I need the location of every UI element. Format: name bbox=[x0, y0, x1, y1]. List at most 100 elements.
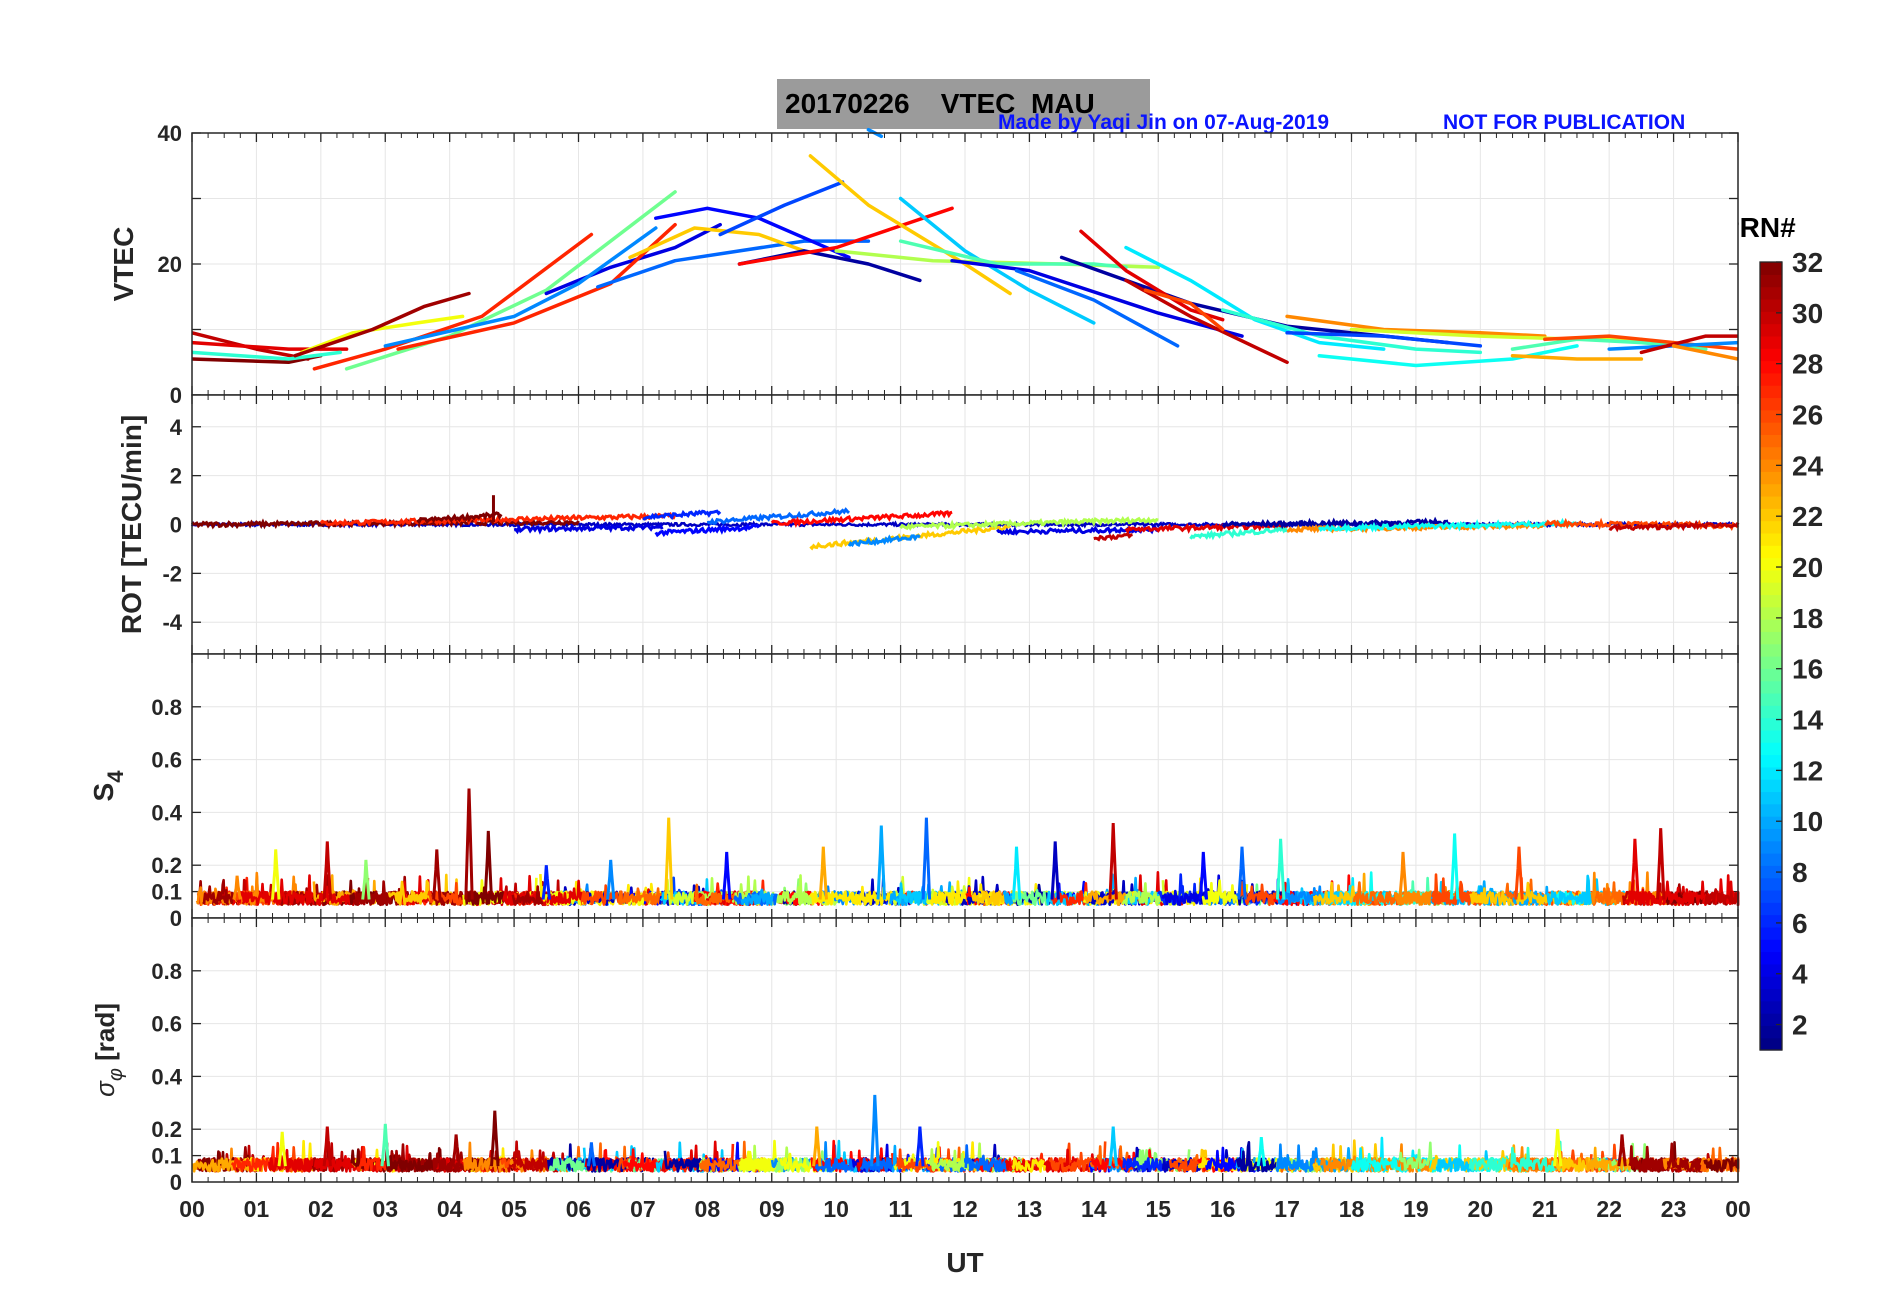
x-tick-label: 00 bbox=[179, 1196, 205, 1222]
s4-spike-prn-30 bbox=[1108, 822, 1118, 900]
s4-spike-prn-20 bbox=[271, 849, 281, 900]
x-tick-label: 18 bbox=[1339, 1196, 1365, 1222]
rot-series-prn-28 bbox=[770, 509, 953, 528]
s4-spike-prn-32 bbox=[483, 830, 493, 900]
title-box bbox=[777, 79, 1150, 129]
s4-spike-prn-31 bbox=[432, 849, 442, 900]
x-tick-label: 00 bbox=[1725, 1196, 1751, 1222]
colorbar-cell bbox=[1760, 397, 1782, 411]
colorbar-cell bbox=[1760, 471, 1782, 485]
s4-spike-prn-5 bbox=[721, 851, 732, 900]
sigma-spike-prn-31 bbox=[1617, 1134, 1627, 1167]
x-tick-label: 13 bbox=[1017, 1196, 1043, 1222]
colorbar-tick-label: 12 bbox=[1792, 755, 1823, 786]
vtec-series-prn-11 bbox=[898, 196, 1096, 325]
vtec-series-prn-14 bbox=[1220, 308, 1483, 355]
colorbar-cell bbox=[1760, 828, 1782, 842]
colorbar-cell bbox=[1760, 508, 1782, 522]
title-station: MAU bbox=[1030, 88, 1095, 119]
sigma-spike-prn-13 bbox=[1256, 1136, 1266, 1167]
s4-spike-prn-5 bbox=[1198, 851, 1209, 900]
colorbar-cell bbox=[1760, 656, 1782, 669]
sigma-trace-prn-29 bbox=[268, 1157, 313, 1173]
vtec-series-prn-22 bbox=[808, 154, 1012, 296]
s4-trace-prn-23 bbox=[1083, 890, 1129, 906]
x-tick-label: 05 bbox=[501, 1196, 527, 1222]
sigma-trace-prn-31 bbox=[1666, 1142, 1704, 1173]
vtec-series-prn-23 bbox=[1510, 353, 1644, 361]
rot-series-prn-4 bbox=[513, 522, 664, 535]
colorbar-cell bbox=[1760, 594, 1782, 608]
vtec-series-prn-8 bbox=[1014, 268, 1180, 348]
rot-series-prn-30 bbox=[1093, 531, 1133, 542]
s4-spike-prn-23 bbox=[818, 846, 828, 900]
sigma-label-sub: φ bbox=[105, 1068, 127, 1081]
colorbar-cell bbox=[1760, 1025, 1782, 1039]
vtec-series-prn-27 bbox=[396, 222, 677, 351]
panel-border bbox=[191, 917, 1739, 1183]
rot-series-prn-9 bbox=[847, 534, 921, 548]
s4-spike-prn-26 bbox=[1514, 846, 1524, 900]
sigma-trace-prn-32 bbox=[384, 1147, 444, 1173]
x-tick-label: 17 bbox=[1274, 1196, 1300, 1222]
title-kind: VTEC bbox=[940, 88, 1016, 119]
sigma-spike-prn-31 bbox=[451, 1134, 461, 1167]
colorbar-cell bbox=[1760, 914, 1782, 928]
colorbar-cell bbox=[1760, 372, 1782, 386]
vtec-series-prn-29 bbox=[192, 340, 349, 351]
colorbar-cell bbox=[1760, 643, 1782, 657]
sigma-spike-prn-11 bbox=[1108, 1126, 1118, 1167]
colorbar-cell bbox=[1760, 840, 1782, 854]
x-tick-label: 12 bbox=[952, 1196, 978, 1222]
colorbar-cell bbox=[1760, 298, 1782, 312]
sigma-spike-prn-30 bbox=[322, 1126, 332, 1167]
rot-y-tick-label: 2 bbox=[170, 464, 182, 489]
x-tick-label: 16 bbox=[1210, 1196, 1236, 1222]
s4-trace-prn-21 bbox=[850, 885, 901, 906]
credit-author: Made by Yaqi Jin on 07-Aug-2019 bbox=[998, 111, 1330, 134]
s4-trace-prn-10 bbox=[740, 888, 775, 906]
s4-spike-prn-13 bbox=[1449, 833, 1460, 900]
colorbar-cell bbox=[1760, 557, 1782, 571]
rot-series-prn-4 bbox=[996, 525, 1159, 536]
x-tick-label: 19 bbox=[1403, 1196, 1429, 1222]
sigma-trace-prn-23 bbox=[1584, 1146, 1637, 1173]
rot-y-tick-label: -2 bbox=[162, 561, 182, 586]
rot-series-prn-27 bbox=[319, 511, 677, 528]
colorbar-border bbox=[1759, 261, 1783, 1051]
colorbar-cell bbox=[1760, 668, 1782, 682]
s4-trace-prn-29 bbox=[1661, 880, 1710, 906]
colorbar-cell bbox=[1760, 963, 1782, 977]
vtec-series-prn-15 bbox=[898, 239, 1128, 270]
colorbar-cell bbox=[1760, 274, 1782, 288]
x-tick-label: 21 bbox=[1532, 1196, 1558, 1222]
colorbar-cell bbox=[1760, 286, 1782, 300]
x-tick-label: 04 bbox=[437, 1196, 463, 1222]
s4-spike-prn-8 bbox=[921, 817, 932, 900]
vtec-series-prn-14 bbox=[192, 350, 342, 361]
vtec-series-prn-24 bbox=[1285, 314, 1547, 338]
colorbar-cell bbox=[1760, 766, 1782, 780]
colorbar-cell bbox=[1760, 422, 1782, 435]
colorbar-cell bbox=[1760, 360, 1782, 374]
s4-spike-prn-9 bbox=[606, 859, 616, 900]
s4-spike-prn-30 bbox=[1656, 828, 1666, 900]
s4-spike-prn-8 bbox=[1237, 846, 1247, 900]
credit-notice: NOT FOR PUBLICATION bbox=[1443, 111, 1686, 134]
colorbar-cell bbox=[1760, 926, 1782, 940]
s4-y-tick-label: 0.4 bbox=[151, 800, 182, 825]
colorbar-cell bbox=[1760, 311, 1782, 325]
vtec-series-prn-9 bbox=[383, 226, 658, 348]
rot-y-tick-label: -4 bbox=[162, 610, 182, 635]
colorbar-cell bbox=[1760, 951, 1782, 965]
sigma-trace-prn-24 bbox=[1320, 1155, 1383, 1173]
colorbar-tick-label: 10 bbox=[1792, 806, 1823, 837]
s4-spike-prn-10 bbox=[876, 825, 886, 900]
sigma-y-tick-label: 0.4 bbox=[151, 1064, 182, 1089]
x-tick-label: 08 bbox=[695, 1196, 721, 1222]
s4-trace-prn-16 bbox=[1012, 888, 1053, 906]
colorbar-cell bbox=[1760, 532, 1782, 546]
vtec-series-prn-8 bbox=[596, 239, 871, 289]
colorbar-cell bbox=[1760, 1000, 1782, 1014]
